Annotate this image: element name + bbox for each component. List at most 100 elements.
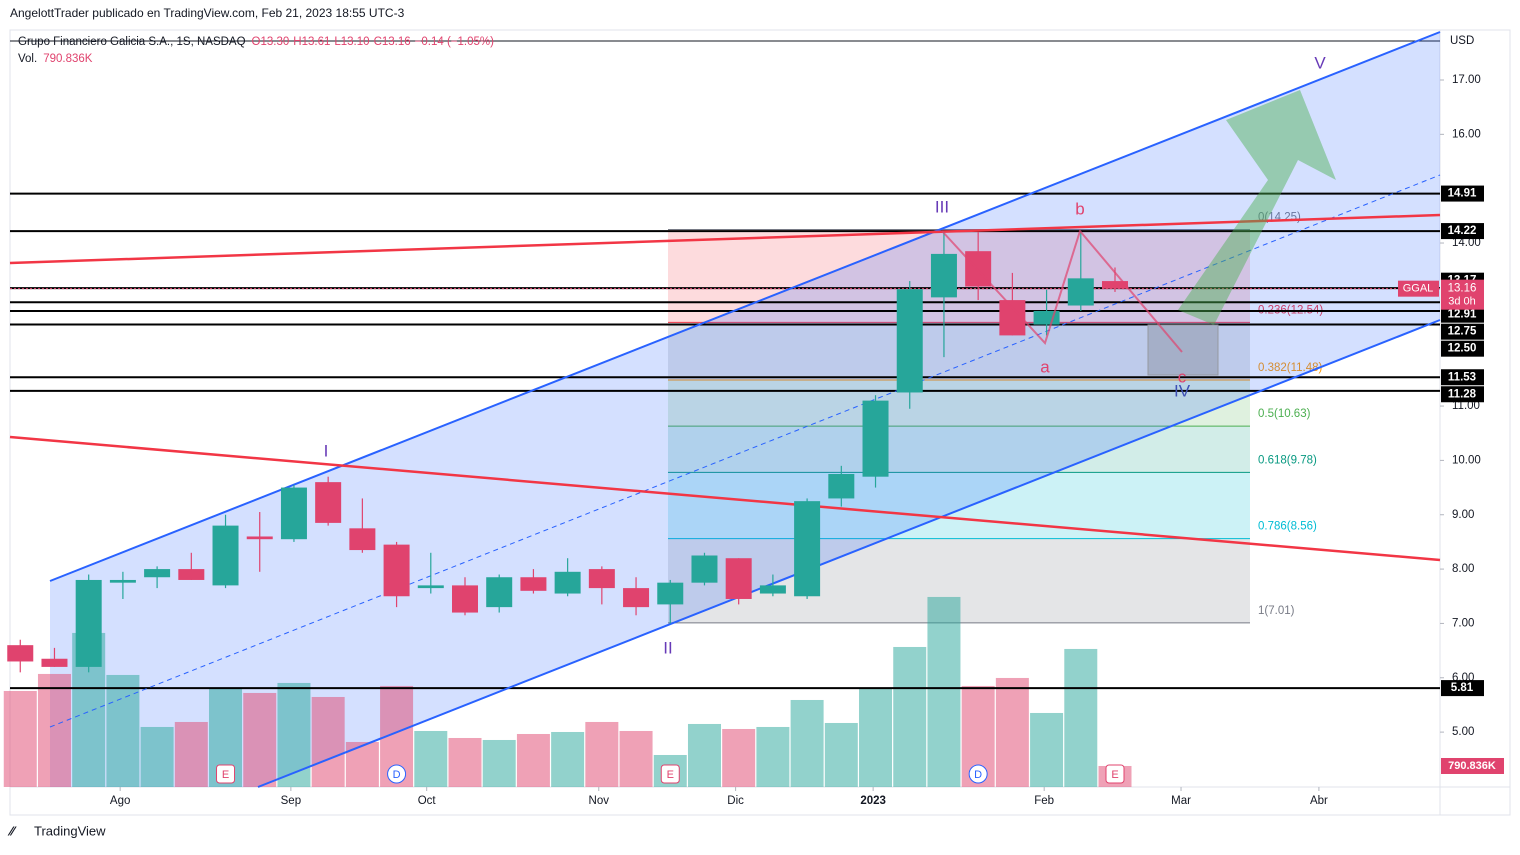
legend-value: O13.30 bbox=[252, 36, 290, 48]
fib-label: 0.786(8.56) bbox=[1258, 521, 1317, 533]
event-icon bbox=[660, 764, 680, 784]
candle-body bbox=[280, 487, 307, 540]
symbol-name: Grupo Financiero Galicia S.A., 1S, NASDA… bbox=[18, 36, 246, 48]
candle-body bbox=[1102, 281, 1128, 289]
candle-body bbox=[862, 400, 889, 477]
level-label: 5.81 bbox=[1451, 682, 1474, 694]
level-label: 12.75 bbox=[1448, 326, 1477, 338]
fib-label: 0.5(10.63) bbox=[1258, 408, 1311, 420]
candle-body bbox=[1067, 278, 1094, 306]
level-badge bbox=[1441, 323, 1484, 340]
arrow bbox=[1178, 90, 1336, 325]
volume-bar bbox=[140, 726, 174, 787]
x-tick-label: Abr bbox=[1310, 795, 1328, 807]
volume-legend: Vol. 790.836K bbox=[18, 53, 93, 65]
target-box bbox=[1147, 324, 1219, 376]
volume-value: 790.836K bbox=[43, 53, 93, 65]
fib-band bbox=[668, 322, 1250, 380]
y-tick-label: 7.00 bbox=[1452, 617, 1474, 629]
fib-band bbox=[668, 229, 1250, 323]
candle-body bbox=[212, 525, 239, 586]
trend-line bbox=[9, 435, 1441, 562]
channel-fill bbox=[50, 32, 1440, 787]
fib-label: 1(7.01) bbox=[1258, 605, 1295, 617]
volume-bar bbox=[722, 728, 756, 787]
volume-bar bbox=[311, 696, 345, 787]
y-tick-label: 17.00 bbox=[1452, 74, 1481, 86]
wave-label: b bbox=[1075, 199, 1084, 218]
fib-band bbox=[668, 472, 1250, 539]
event-icon bbox=[1105, 764, 1125, 784]
volume-title: Vol. bbox=[18, 53, 37, 65]
x-tick-label: Ago bbox=[110, 795, 130, 807]
level-label: 14.22 bbox=[1448, 225, 1477, 237]
volume-bar bbox=[516, 733, 550, 787]
candle-body bbox=[246, 536, 273, 540]
level-badge bbox=[1441, 386, 1484, 403]
y-tick-label: 11.00 bbox=[1452, 400, 1480, 412]
resistance-line bbox=[9, 213, 1441, 265]
volume-bar bbox=[106, 674, 140, 787]
candle-body bbox=[75, 579, 102, 667]
candle-body bbox=[486, 577, 513, 608]
byline: AngelottTrader publicado en TradingView.… bbox=[10, 6, 405, 20]
candle-body bbox=[725, 558, 752, 599]
candle-body bbox=[930, 253, 957, 298]
volume-badge bbox=[1441, 757, 1504, 774]
level-badge bbox=[1441, 306, 1484, 323]
level-badge bbox=[1441, 223, 1484, 240]
volume-bar bbox=[893, 646, 927, 787]
event-icon bbox=[387, 764, 407, 784]
candle-body bbox=[178, 569, 205, 580]
symbol-label: GGAL bbox=[1403, 283, 1434, 295]
event-label: E bbox=[222, 769, 229, 781]
candle-body bbox=[828, 473, 855, 499]
x-tick-label: Dic bbox=[727, 795, 744, 807]
volume-bar bbox=[414, 730, 448, 787]
legend-value: C13.16 bbox=[374, 36, 411, 48]
level-label: 11.53 bbox=[1448, 371, 1476, 383]
candle-body bbox=[588, 569, 615, 589]
level-label: 11.28 bbox=[1448, 388, 1477, 400]
candle-body bbox=[41, 658, 68, 667]
fib-label: 0.382(11.48) bbox=[1258, 362, 1323, 374]
volume-bar bbox=[824, 722, 858, 787]
y-tick-label: 16.00 bbox=[1452, 128, 1481, 140]
y-tick-label: 8.00 bbox=[1452, 563, 1474, 575]
wave-label: IV bbox=[1174, 381, 1191, 400]
legend-title: Grupo Financiero Galicia S.A., 1S, NASDA… bbox=[18, 36, 494, 48]
currency: USD bbox=[1450, 35, 1474, 47]
event-icon bbox=[968, 764, 988, 784]
level-badge bbox=[1441, 340, 1484, 357]
candle-body bbox=[554, 571, 581, 594]
volume-bar bbox=[995, 677, 1029, 787]
wave-label: I bbox=[324, 441, 329, 460]
x-tick-label: Nov bbox=[589, 795, 610, 807]
channel-mid bbox=[49, 174, 1441, 728]
level-label: 14.91 bbox=[1448, 188, 1477, 200]
x-tick-label: Sep bbox=[281, 795, 301, 807]
x-tick-label: Mar bbox=[1171, 795, 1191, 807]
candle-body bbox=[896, 289, 923, 393]
legend-value: −0.14 (−1.05%) bbox=[415, 36, 494, 48]
footer-logo: TradingView bbox=[34, 823, 106, 838]
candle-body bbox=[383, 544, 410, 597]
level-label: 12.91 bbox=[1448, 309, 1477, 321]
volume-bar bbox=[37, 673, 71, 787]
y-tick-label: 10.00 bbox=[1452, 454, 1481, 466]
y-tick-label: 5.00 bbox=[1452, 726, 1474, 738]
candle-body bbox=[759, 585, 786, 594]
volume-bar bbox=[1064, 648, 1098, 787]
candle-body bbox=[657, 582, 684, 605]
logo-mark: ⁄⁄ bbox=[7, 823, 17, 838]
candle-body bbox=[691, 555, 718, 583]
wave-label: V bbox=[1314, 53, 1326, 72]
volume-bar bbox=[448, 737, 482, 787]
fib-band bbox=[668, 379, 1250, 427]
wave-label: c bbox=[1178, 367, 1187, 386]
event-icon bbox=[216, 764, 236, 784]
y-tick-label: 9.00 bbox=[1452, 509, 1474, 521]
event-label: D bbox=[974, 769, 982, 781]
candle-body bbox=[623, 588, 650, 608]
